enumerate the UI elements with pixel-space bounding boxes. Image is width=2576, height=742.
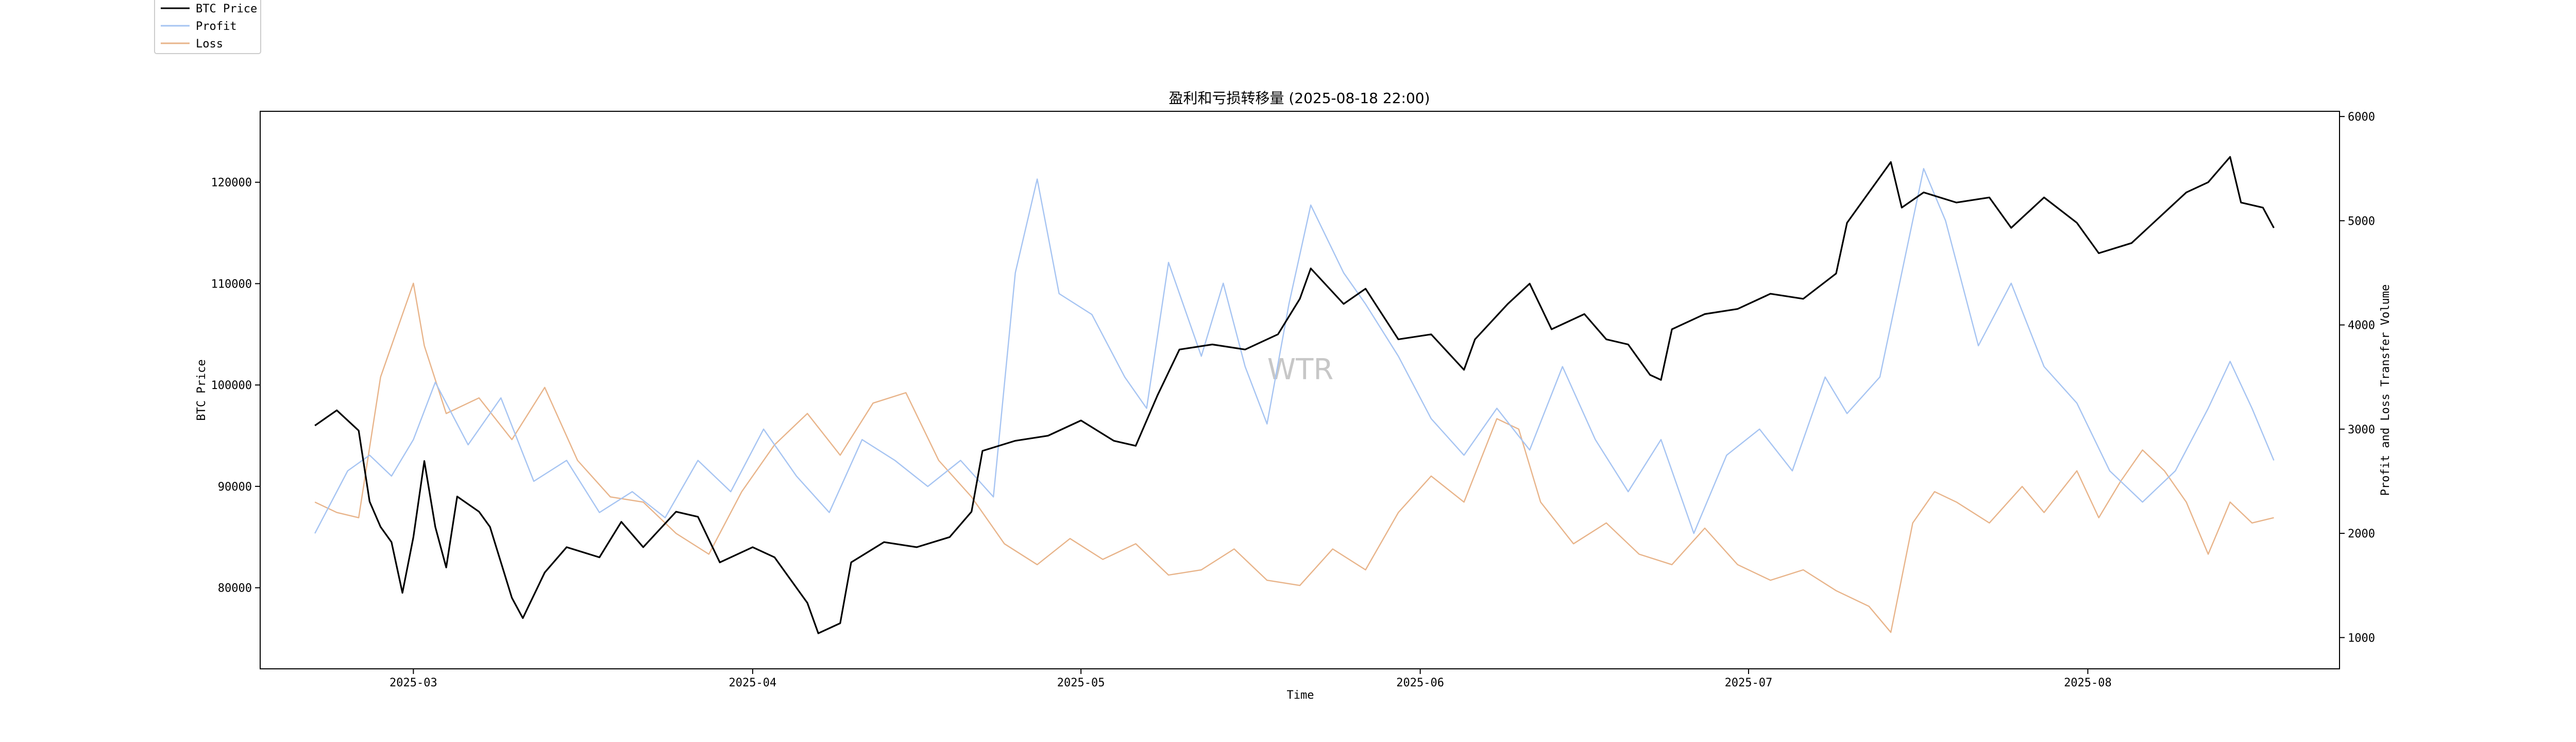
legend-label-loss: Loss (196, 38, 223, 50)
y-left-tick-label: 90000 (218, 481, 252, 494)
y-left-tick-label: 110000 (211, 278, 252, 291)
y-axis-right-title: Profit and Loss Transfer Volume (2379, 284, 2392, 496)
watermark: WTR (1267, 353, 1334, 386)
series-line-loss (314, 282, 2274, 633)
plot-area-frame (260, 111, 2340, 669)
series-line-profit (314, 168, 2275, 534)
x-axis: 2025-03 2025-04 2025-05 2025-06 2025-07 2025-… (389, 669, 2112, 689)
y-right-tick-label: 6000 (2348, 111, 2375, 124)
x-tick-label: 2025-07 (1725, 677, 1773, 689)
y-right-tick-label: 4000 (2348, 319, 2375, 332)
x-axis-title: Time (1287, 689, 1314, 702)
y-axis-left: 80000 90000 100000 110000 120000 (211, 177, 260, 595)
y-right-tick-label: 5000 (2348, 215, 2375, 228)
series-layer (314, 156, 2275, 634)
y-left-tick-label: 120000 (211, 177, 252, 190)
legend: BTC Price Profit Loss (154, 0, 261, 54)
x-tick-label: 2025-05 (1057, 677, 1105, 689)
y-left-tick-label: 100000 (211, 379, 252, 392)
legend-label-btc-price: BTC Price (196, 3, 257, 15)
y-left-tick-label: 80000 (218, 582, 252, 595)
y-right-tick-label: 1000 (2348, 632, 2375, 645)
y-right-tick-label: 2000 (2348, 528, 2375, 541)
x-tick-label: 2025-04 (729, 677, 777, 689)
legend-box (154, 0, 261, 54)
y-axis-right: 1000 2000 3000 4000 5000 6000 (2340, 111, 2375, 645)
x-tick-label: 2025-03 (389, 677, 437, 689)
y-right-tick-label: 3000 (2348, 424, 2375, 436)
x-tick-label: 2025-06 (1396, 677, 1444, 689)
legend-label-profit: Profit (196, 20, 236, 33)
y-axis-left-title: BTC Price (195, 359, 208, 420)
x-tick-label: 2025-08 (2064, 677, 2112, 689)
series-line-btc-price (314, 156, 2275, 634)
chart-title: 盈利和亏损转移量 (2025-08-18 22:00) (1168, 90, 1430, 107)
